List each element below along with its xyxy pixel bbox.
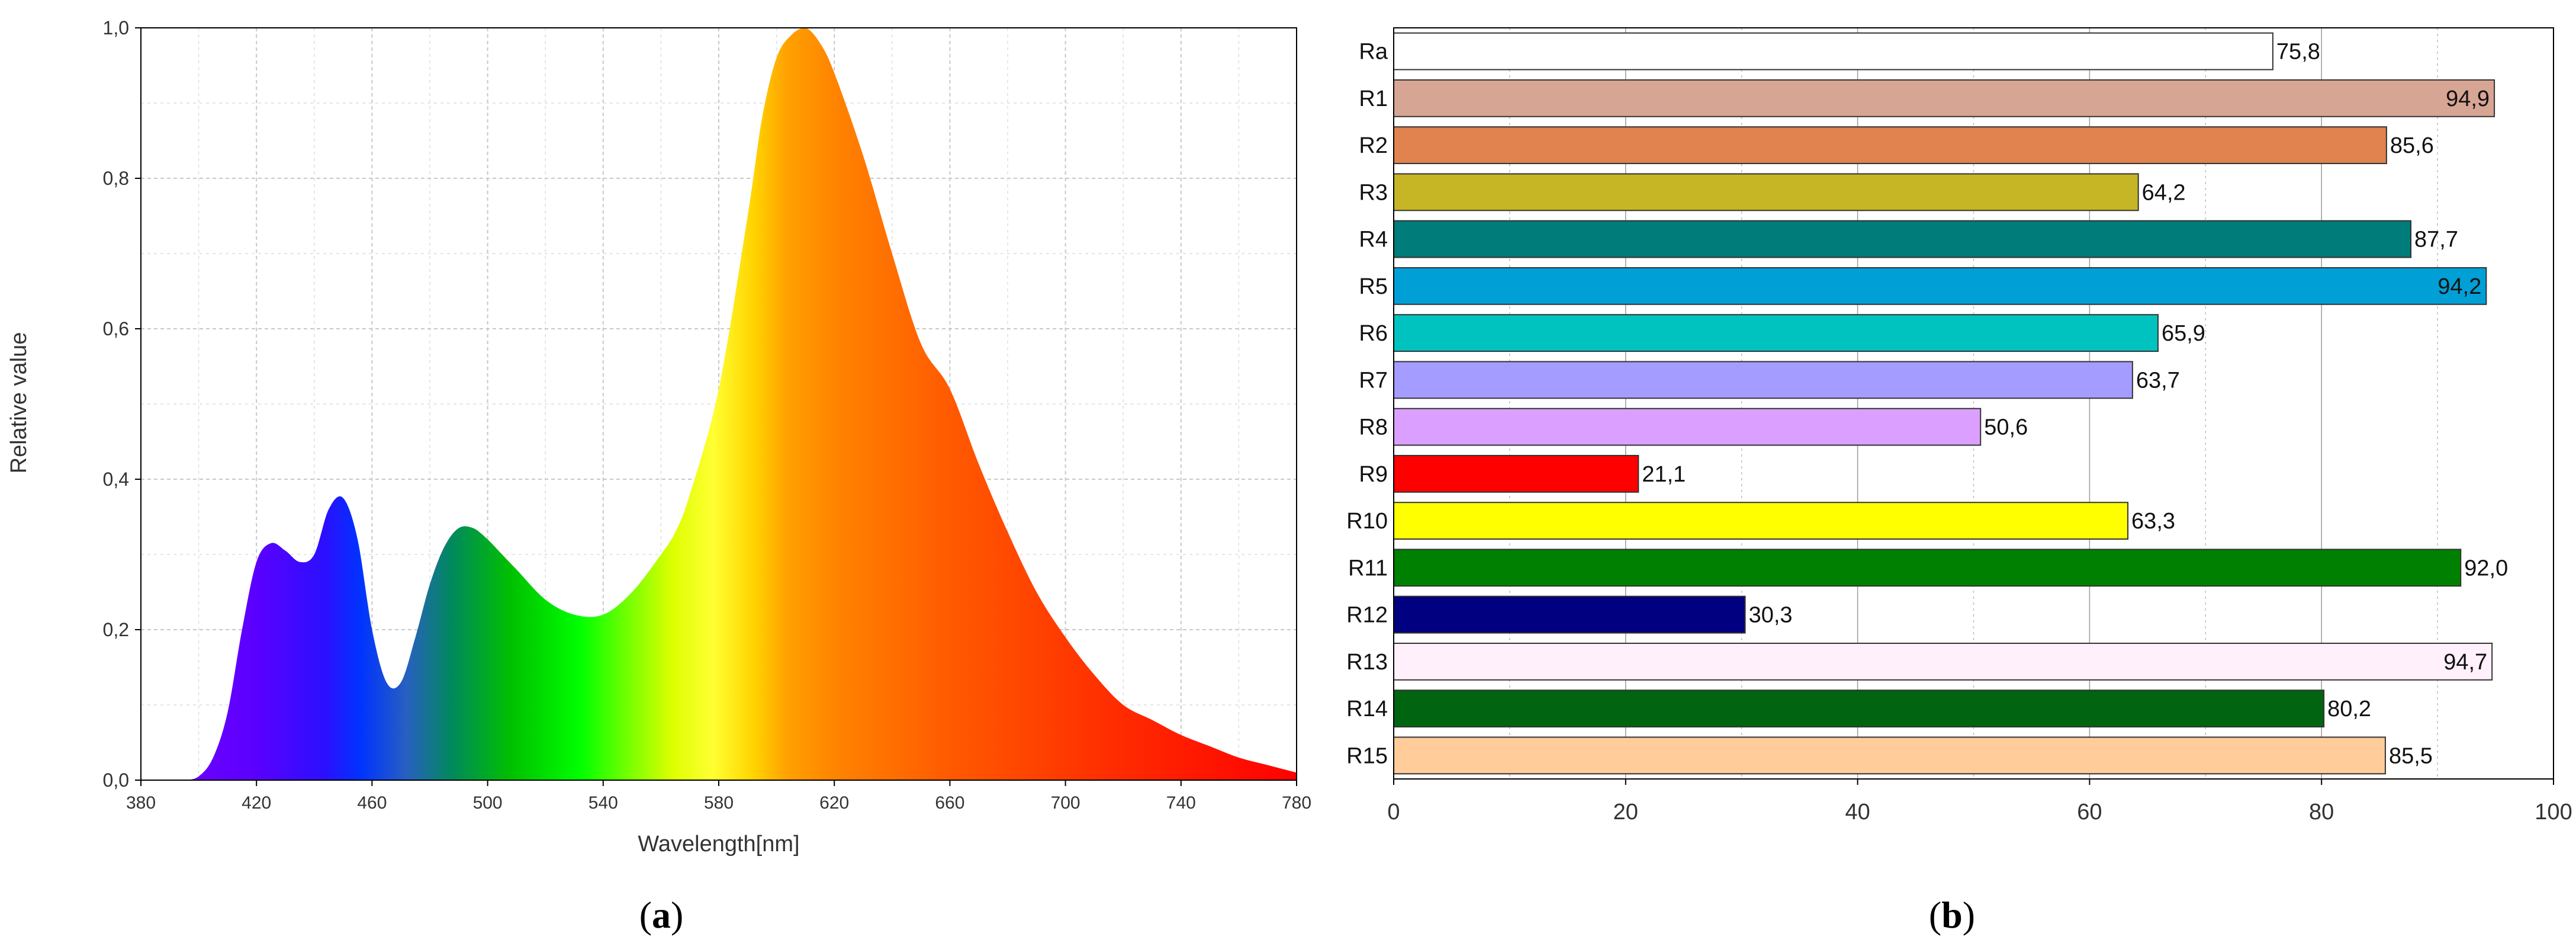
cri-bar-r14 [1393, 690, 2325, 728]
spectrum-x-tick-label: 500 [473, 793, 503, 813]
cri-x-tick-label: 100 [2535, 800, 2572, 825]
spectrum-y-tick-label: 0,4 [103, 469, 129, 490]
cri-x-tick-label: 0 [1387, 800, 1400, 825]
cri-bar-r13 [1393, 642, 2493, 681]
cri-value-label: 94,7 [2443, 650, 2487, 675]
spectrum-y-tick-label: 0,8 [103, 168, 129, 189]
cri-value-label: 92,0 [2464, 556, 2508, 581]
panel-label-a: (a) [639, 894, 684, 936]
cri-value-label: 80,2 [2327, 697, 2371, 721]
spectrum-x-tick-label: 660 [935, 793, 964, 813]
cri-category-label: R4 [1359, 227, 1388, 252]
spectrum-chart: 380 420 460 500 540 580 620 660 700 740 780 0,0 0,2… [7, 17, 1311, 857]
cri-value-label: 30,3 [1749, 603, 1793, 628]
spectrum-x-tick-label: 700 [1051, 793, 1080, 813]
cri-category-label: R8 [1359, 415, 1388, 440]
cri-category-label: R15 [1346, 743, 1388, 768]
cri-bar-r11 [1393, 549, 2462, 587]
cri-plot-frame [1393, 27, 2554, 780]
spectrum-y-tick-label: 1,0 [103, 17, 129, 39]
cri-value-label: 50,6 [1984, 415, 2028, 440]
cri-category-label: R13 [1346, 650, 1388, 675]
cri-category-label: R5 [1359, 274, 1388, 299]
spectrum-y-tick-label: 0,6 [103, 318, 129, 339]
color-rendering-chart: Ra R1 R2 R3 R4 R5 R6 R7 R8 R9 R10 R11 R12 R13 R14 R15 7… [1346, 27, 2572, 825]
cri-bar-r3 [1393, 173, 2139, 211]
cri-value-label: 94,9 [2446, 86, 2490, 111]
cri-x-tick-label: 40 [1845, 800, 1870, 825]
cri-category-label: R1 [1359, 86, 1388, 111]
spectrum-area [141, 28, 1297, 780]
cri-value-label: 75,8 [2276, 40, 2320, 65]
cri-value-label: 63,3 [2131, 509, 2175, 534]
cri-bar-r5 [1393, 267, 2487, 305]
cri-bar-r12 [1393, 595, 1746, 634]
spectrum-x-tick-label: 540 [588, 793, 618, 813]
cri-value-label: 87,7 [2414, 227, 2458, 252]
cri-category-label: R12 [1346, 603, 1388, 628]
cri-x-ticks: 0 20 40 60 80 100 [1387, 779, 2572, 825]
spectrum-y-ticks: 0,0 0,2 0,4 0,6 0,8 1,0 [103, 17, 141, 791]
spectrum-x-ticks: 380 420 460 500 540 580 620 660 700 740 780 [126, 780, 1311, 813]
cri-bar-r1 [1393, 79, 2495, 117]
cri-bar-r8 [1393, 408, 1982, 446]
spectrum-x-tick-label: 420 [242, 793, 271, 813]
spectrum-x-axis-title: Wavelength[nm] [638, 832, 799, 857]
cri-category-label: R3 [1359, 180, 1388, 205]
cri-category-label: R9 [1359, 462, 1388, 487]
cri-bar-r15 [1393, 736, 2386, 775]
cri-bar-r4 [1393, 220, 2412, 258]
cri-category-label: R7 [1359, 368, 1388, 393]
panel-label-b-letter: b [1941, 894, 1963, 936]
cri-category-label: R6 [1359, 321, 1388, 346]
cri-value-label: 65,9 [2162, 321, 2205, 346]
spectrum-y-tick-label: 0,2 [103, 619, 129, 640]
panel-label-b: (b) [1929, 894, 1975, 936]
cri-category-labels: Ra R1 R2 R3 R4 R5 R6 R7 R8 R9 R10 R11 R12 R13 R14 R15 [1346, 40, 1388, 769]
cri-bars [1393, 32, 2495, 775]
cri-category-label: R10 [1346, 509, 1388, 534]
cri-value-label: 85,5 [2389, 743, 2433, 768]
cri-x-tick-label: 20 [1613, 800, 1638, 825]
cri-bar-r6 [1393, 314, 2159, 352]
spectrum-x-tick-label: 620 [819, 793, 849, 813]
spectrum-x-tick-label: 740 [1166, 793, 1196, 813]
cri-category-label: Ra [1359, 40, 1388, 65]
spectrum-x-tick-label: 460 [357, 793, 387, 813]
cri-category-label: R2 [1359, 133, 1388, 158]
spectrum-x-tick-label: 380 [126, 793, 156, 813]
cri-value-label: 85,6 [2390, 133, 2434, 158]
cri-bar-ra [1393, 32, 2273, 70]
spectrum-x-tick-label: 780 [1282, 793, 1311, 813]
cri-value-labels: 75,8 94,9 85,6 64,2 87,7 94,2 65,9 63,7 50,6 21,1… [1642, 40, 2508, 769]
cri-value-label: 64,2 [2142, 180, 2186, 205]
cri-bar-r9 [1393, 454, 1639, 493]
spectrum-y-axis-title: Relative value [7, 332, 31, 474]
cri-value-label: 63,7 [2136, 368, 2180, 393]
cri-category-label: R11 [1348, 556, 1388, 581]
spectrum-y-tick-label: 0,0 [103, 769, 129, 791]
panel-label-a-letter: a [652, 894, 671, 936]
cri-bar-r10 [1393, 502, 2129, 540]
cri-category-label: R14 [1346, 697, 1388, 721]
cri-x-tick-label: 80 [2309, 800, 2334, 825]
spectrum-x-tick-label: 580 [704, 793, 734, 813]
cri-value-label: 21,1 [1642, 462, 1686, 487]
cri-bar-r2 [1393, 126, 2387, 165]
cri-x-tick-label: 60 [2077, 800, 2102, 825]
cri-value-label: 94,2 [2437, 274, 2481, 299]
cri-bar-r7 [1393, 361, 2133, 399]
